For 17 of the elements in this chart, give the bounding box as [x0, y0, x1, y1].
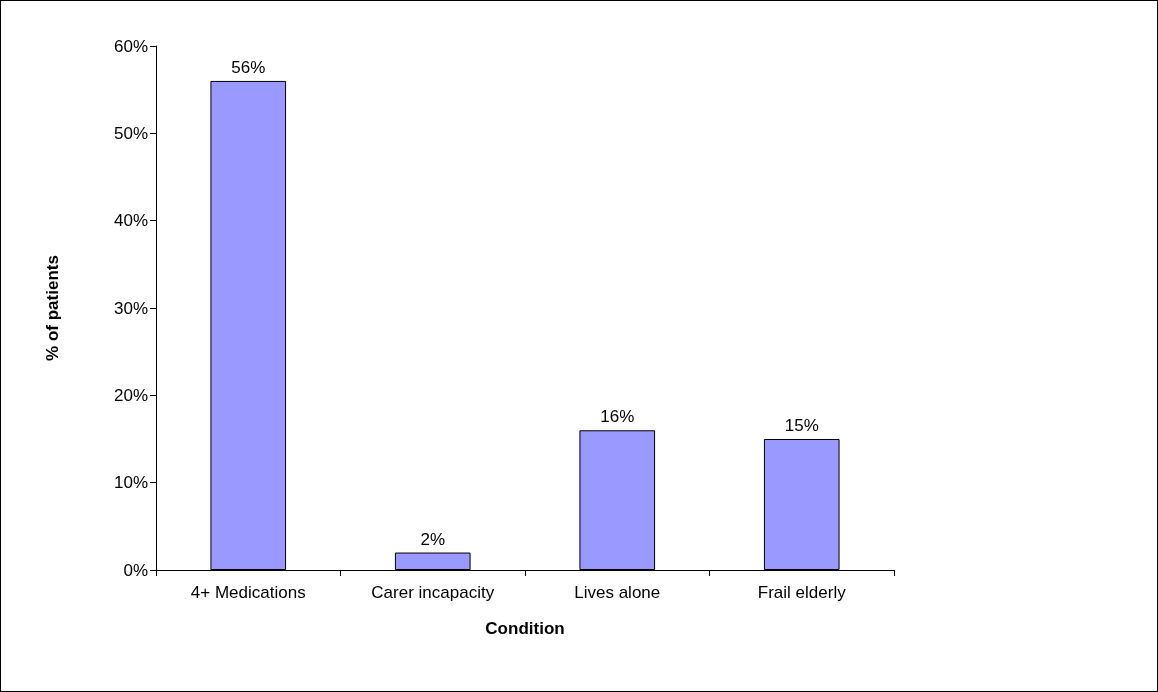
y-tick-label: 20% — [113, 385, 148, 405]
y-tick-label: 0% — [123, 560, 148, 580]
y-tick-label: 10% — [113, 473, 148, 493]
data-label: 56% — [231, 57, 266, 77]
x-axis-title: Condition — [485, 619, 565, 638]
x-tick-label: Lives alone — [574, 583, 661, 602]
x-tick-label: 4+ Medications — [190, 583, 306, 602]
y-tick-label: 50% — [113, 123, 148, 143]
y-tick-label: 40% — [113, 211, 148, 231]
data-label: 16% — [600, 407, 635, 427]
y-tick-label: 30% — [113, 298, 148, 318]
y-tick-label: 60% — [113, 36, 148, 56]
data-label: 2% — [420, 529, 446, 549]
x-tick-label: Carer incapacity — [371, 583, 495, 602]
x-tick-label: Frail elderly — [757, 583, 847, 602]
y-axis-title: % of patients — [43, 255, 62, 361]
data-label: 15% — [784, 416, 819, 435]
